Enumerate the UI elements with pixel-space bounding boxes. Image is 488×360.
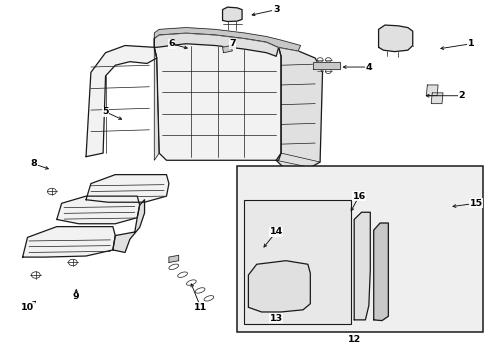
Text: 5: 5 bbox=[102, 107, 108, 116]
Text: 14: 14 bbox=[269, 228, 282, 237]
Polygon shape bbox=[353, 212, 369, 320]
Polygon shape bbox=[113, 200, 144, 252]
Text: 16: 16 bbox=[352, 192, 365, 201]
Ellipse shape bbox=[410, 211, 426, 217]
Polygon shape bbox=[222, 7, 242, 22]
Ellipse shape bbox=[428, 222, 444, 228]
Polygon shape bbox=[86, 175, 168, 202]
Polygon shape bbox=[154, 33, 278, 56]
Polygon shape bbox=[248, 261, 310, 312]
Text: 2: 2 bbox=[457, 91, 464, 100]
Text: 3: 3 bbox=[272, 5, 279, 14]
Text: 10: 10 bbox=[21, 303, 34, 312]
Polygon shape bbox=[430, 93, 442, 104]
Polygon shape bbox=[312, 62, 339, 69]
Text: 13: 13 bbox=[269, 314, 282, 323]
Polygon shape bbox=[154, 28, 300, 51]
Bar bbox=[243, 201, 350, 324]
Text: 11: 11 bbox=[194, 303, 207, 312]
Bar bbox=[237, 166, 483, 332]
Polygon shape bbox=[57, 196, 140, 224]
Text: 8: 8 bbox=[30, 159, 37, 168]
Text: 7: 7 bbox=[228, 39, 235, 48]
Polygon shape bbox=[222, 45, 232, 53]
Polygon shape bbox=[154, 47, 159, 160]
Polygon shape bbox=[154, 33, 281, 160]
Text: 15: 15 bbox=[468, 199, 482, 208]
Text: 1: 1 bbox=[467, 39, 473, 48]
Polygon shape bbox=[22, 226, 115, 257]
Polygon shape bbox=[276, 47, 322, 170]
Polygon shape bbox=[168, 255, 178, 262]
Text: 12: 12 bbox=[347, 335, 360, 344]
Polygon shape bbox=[378, 25, 412, 51]
Polygon shape bbox=[426, 85, 437, 96]
Polygon shape bbox=[86, 45, 157, 157]
Text: 9: 9 bbox=[73, 292, 80, 301]
Text: 6: 6 bbox=[168, 39, 174, 48]
Text: 4: 4 bbox=[365, 63, 371, 72]
Polygon shape bbox=[373, 223, 387, 320]
